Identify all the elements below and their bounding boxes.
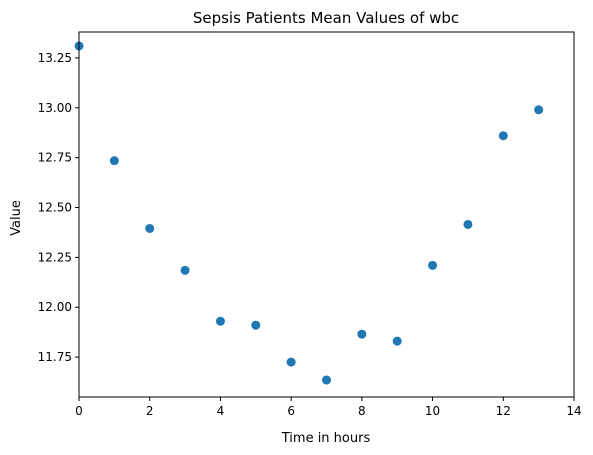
scatter-point <box>180 265 190 275</box>
y-tick-label: 12.25 <box>38 250 72 264</box>
y-tick-label: 11.75 <box>38 350 72 364</box>
scatter-point <box>498 131 508 141</box>
y-axis-label: Value <box>9 200 24 236</box>
x-tick-label: 12 <box>496 404 511 418</box>
y-tick-label: 13.00 <box>38 101 72 115</box>
scatter-point <box>392 336 402 346</box>
scatter-point <box>251 320 261 330</box>
scatter-point <box>109 156 119 166</box>
y-tick-label: 12.00 <box>38 300 72 314</box>
scatter-point <box>357 329 367 339</box>
x-tick-label: 14 <box>566 404 581 418</box>
x-tick-label: 2 <box>146 404 154 418</box>
scatter-point <box>428 260 438 270</box>
x-tick-label: 10 <box>425 404 440 418</box>
x-axis-label: Time in hours <box>281 431 371 446</box>
scatter-point <box>322 375 331 385</box>
y-tick-label: 12.50 <box>38 201 72 215</box>
scatter-point <box>286 357 296 367</box>
chart-title: Sepsis Patients Mean Values of wbc <box>193 9 459 27</box>
x-tick-label: 6 <box>287 404 295 418</box>
x-tick-label: 0 <box>75 404 83 418</box>
plot-area-frame <box>78 31 575 398</box>
scatter-point <box>215 316 225 326</box>
data-points <box>74 41 544 385</box>
scatter-point <box>463 219 473 229</box>
y-tick-label: 12.75 <box>38 151 72 165</box>
scatter-point <box>534 105 544 115</box>
x-axis-ticks: 0 2 4 6 8 10 12 14 <box>75 397 582 418</box>
y-axis-ticks: 11.75 12.00 12.25 12.50 12.75 13.00 13.25 <box>38 51 79 364</box>
x-tick-label: 8 <box>358 404 366 418</box>
x-tick-label: 4 <box>217 404 225 418</box>
scatter-point <box>145 223 155 233</box>
y-tick-label: 13.25 <box>38 51 72 65</box>
